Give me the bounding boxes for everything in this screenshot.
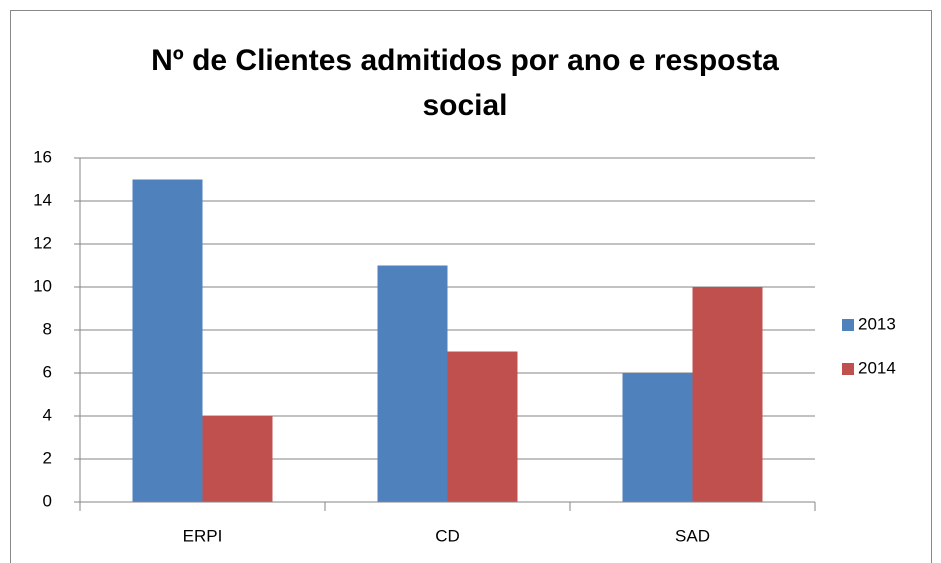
legend-label: 2014 [858, 358, 896, 377]
y-tick-label: 2 [43, 448, 52, 467]
legend-label: 2013 [858, 314, 896, 333]
y-tick-label: 8 [43, 319, 52, 338]
legend-swatch [842, 363, 854, 375]
bar [692, 287, 763, 502]
y-tick-label: 16 [33, 147, 52, 166]
chart-title: Nº de Clientes admitidos por ano e respo… [151, 44, 779, 122]
bar [132, 179, 203, 502]
x-tick-label: ERPI [183, 526, 223, 545]
legend-swatch [842, 319, 854, 331]
y-tick-label: 10 [33, 276, 52, 295]
bar [447, 351, 518, 502]
x-tick-label: SAD [675, 526, 710, 545]
bar [202, 416, 273, 502]
y-tick-label: 0 [43, 491, 52, 510]
y-tick-label: 14 [33, 190, 52, 209]
y-tick-label: 6 [43, 362, 52, 381]
y-tick-label: 12 [33, 233, 52, 252]
bar [622, 373, 693, 502]
y-tick-label: 4 [43, 405, 52, 424]
x-tick-label: CD [435, 526, 460, 545]
bar [377, 265, 448, 502]
